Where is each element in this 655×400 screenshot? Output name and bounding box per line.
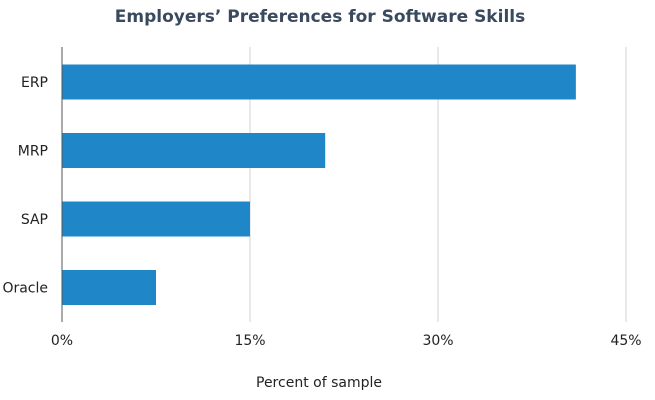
x-tick-label: 30% [422, 333, 453, 349]
bar-sap [62, 201, 250, 237]
x-tick-label: 45% [610, 333, 641, 349]
x-tick-labels: 0% 15% 30% 45% [51, 333, 642, 349]
category-label: ERP [21, 75, 48, 91]
category-labels: ERP MRP SAP Oracle [2, 75, 48, 297]
category-label: SAP [21, 212, 48, 228]
x-tick-label: 0% [51, 333, 73, 349]
x-tick-label: 15% [234, 333, 265, 349]
bar-oracle [62, 270, 156, 305]
bar-erp [62, 64, 576, 100]
chart-title: Employers’ Preferences for Software Skil… [115, 7, 525, 27]
category-label: MRP [18, 144, 48, 160]
category-label: Oracle [2, 281, 48, 297]
bars [62, 64, 576, 305]
bar-mrp [62, 133, 326, 168]
x-axis-label: Percent of sample [256, 375, 382, 391]
